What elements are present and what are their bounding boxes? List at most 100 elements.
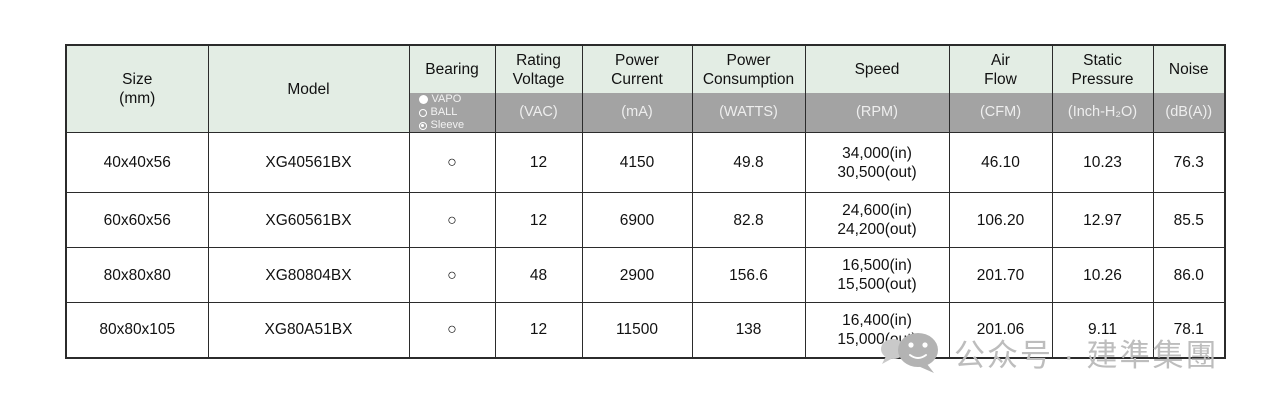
sleeve-bearing-marker: ○ [447,321,457,339]
cell-airflow: 201.06 [948,302,1053,358]
col-header-static-pressure: Static Pressure [1051,44,1154,93]
speed-in: 24,600(in) [842,202,912,219]
sleeve-bearing-marker: ○ [447,211,457,229]
cell-pressure: 9.11 [1051,302,1154,358]
unit-cell-noise: (dB(A)) [1152,93,1226,133]
watermark: 公众号 · 建準集團 [880,328,1219,376]
cell-watts: 156.6 [691,247,806,303]
cell-watts: 49.8 [691,132,806,193]
sleeve-bearing-marker: ○ [447,154,457,171]
cell-current: 4150 [581,132,693,193]
cell-size: 80x80x80 [65,247,209,303]
cell-bearing: ○ [408,192,496,248]
table-row: 80x80x105 XG80A51BX ○ 12 11500 138 16,40… [65,302,1226,358]
legend-item-sleeve: Sleeve [418,119,495,132]
cell-voltage: 48 [494,247,583,303]
col-label-line2: Flow [984,70,1017,88]
col-header-rating-voltage: Rating Voltage [494,44,583,93]
cell-noise: 76.3 [1152,132,1226,193]
col-label-line1: Power [615,51,659,69]
col-header-power-current: Power Current [581,44,693,93]
sleeve-bearing-marker: ○ [447,266,457,284]
legend-label: VAPO [431,93,462,105]
fan-spec-table: Size (mm) Model Bearing Rating Voltage P… [65,44,1226,359]
cell-pressure: 12.97 [1051,192,1154,248]
col-label-line1: Speed [854,61,900,78]
cell-speed: 34,000(in) 30,500(out) [804,132,950,193]
col-header-speed: Speed [804,44,950,93]
col-header-power-consumption: Power Consumption [691,44,806,93]
header-row-units: VAPO BALL Sleeve (VAC) (mA) (WATTS) (RPM… [66,93,1226,133]
cell-pressure: 10.23 [1051,132,1154,193]
cell-voltage: 12 [494,302,583,358]
cell-current: 6900 [581,192,693,248]
cell-voltage: 12 [494,192,583,248]
col-label-line2: Current [611,70,663,88]
speed-in: 34,000(in) [842,144,912,162]
cell-noise: 78.1 [1152,302,1226,358]
model-label: Model [287,80,330,98]
cell-voltage: 12 [494,132,583,193]
legend-label: BALL [430,106,458,118]
cell-current: 11500 [581,302,693,358]
col-label-line2: Pressure [1071,70,1134,88]
cell-watts: 82.8 [691,192,806,248]
legend-item-ball: BALL [418,106,495,119]
cell-current: 2900 [581,247,693,303]
cell-airflow: 201.70 [948,247,1053,303]
table-row: 80x80x80 XG80804BX ○ 48 2900 156.6 16,50… [65,247,1226,303]
col-label-line1: Static [1083,51,1122,69]
col-header-air-flow: Air Flow [948,44,1053,93]
wechat-icon [881,333,938,373]
filled-circle-icon [418,95,428,104]
cell-size: 60x60x56 [65,192,209,248]
col-header-size: Size (mm) [65,44,209,133]
cell-speed: 24,600(in) 24,200(out) [804,192,950,248]
cell-model: XG60561BX [207,192,410,248]
cell-model: XG80A51BX [207,302,410,358]
col-label-line1: Rating [516,51,561,69]
speed-in: 16,400(in) [842,311,912,329]
cell-airflow: 106.20 [948,192,1053,248]
cell-bearing: ○ [408,132,496,193]
cell-noise: 85.5 [1152,192,1226,248]
cell-watts: 138 [691,302,806,358]
unit-cell-airflow: (CFM) [948,93,1053,133]
cell-speed: 16,500(in) 15,500(out) [804,247,950,303]
size-label-line2: (mm) [119,90,156,107]
col-label-line2: Voltage [512,70,565,88]
col-label-line1: Air [991,51,1010,69]
unit-cell-speed: (RPM) [804,93,950,133]
col-label-line1: Power [726,51,771,69]
unit-cell-watts: (WATTS) [691,93,806,133]
cell-speed: 16,400(in) 15,000(out) [804,302,950,358]
cell-noise: 86.0 [1152,247,1226,303]
col-header-bearing: Bearing [408,44,496,93]
dotted-circle-icon [418,121,427,130]
legend-label: Sleeve [430,119,465,131]
cell-size: 80x80x105 [65,302,209,358]
unit-cell-current: (mA) [581,93,693,133]
col-header-model: Model [207,44,410,133]
col-label-line1: Noise [1168,61,1209,78]
cell-model: XG40561BX [207,132,410,193]
cell-airflow: 46.10 [948,132,1053,193]
unit-cell-voltage: (VAC) [494,93,583,133]
speed-out: 24,200(out) [837,221,917,238]
speed-in: 16,500(in) [842,257,912,274]
cell-pressure: 10.26 [1051,247,1154,303]
cell-model: XG80804BX [207,247,410,303]
col-header-noise: Noise [1152,44,1226,93]
bearing-label: Bearing [425,61,479,78]
table-row: 40x40x56 XG40561BX ○ 12 4150 49.8 34,000… [65,132,1226,193]
watermark-text: 公众号 · 建準集團 [954,337,1219,373]
unit-cell-pressure: (Inch-H₂O) [1051,93,1154,133]
header-row-labels: Size (mm) Model Bearing Rating Voltage P… [65,44,1226,133]
size-label-line1: Size [122,71,153,88]
speed-out: 15,500(out) [837,276,917,293]
table-row: 60x60x56 XG60561BX ○ 12 6900 82.8 24,600… [65,192,1226,248]
cell-size: 40x40x56 [65,132,209,193]
speed-out: 30,500(out) [837,163,917,181]
cell-bearing: ○ [408,302,496,358]
